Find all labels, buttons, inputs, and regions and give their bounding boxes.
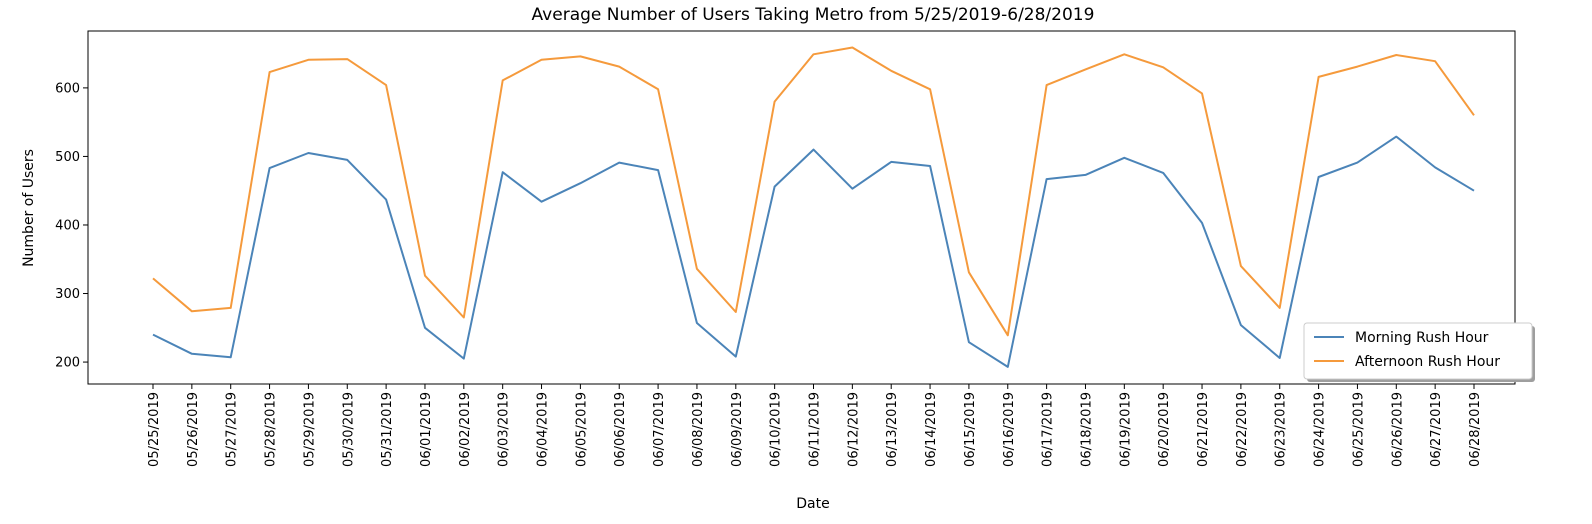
- x-tick-label: 06/28/2019: [1468, 392, 1483, 467]
- y-tick-label: 300: [55, 287, 80, 302]
- x-tick-label: 05/26/2019: [186, 392, 201, 467]
- x-tick-label: 06/18/2019: [1079, 392, 1094, 467]
- legend-label: Morning Rush Hour: [1355, 330, 1489, 346]
- series-layer: [152, 46, 1475, 368]
- x-tick-label: 06/12/2019: [846, 392, 861, 467]
- x-tick-label: 06/03/2019: [497, 392, 512, 467]
- x-tick-label: 06/15/2019: [963, 392, 978, 467]
- x-tick-label: 06/01/2019: [419, 392, 434, 467]
- x-tick-label: 05/25/2019: [147, 392, 162, 467]
- legend-items: Morning Rush Hour Afternoon Rush Hour: [1314, 330, 1500, 370]
- y-axis: 200 300 400 500 600: [55, 81, 88, 371]
- x-tick-label: 06/09/2019: [730, 392, 745, 467]
- y-tick-label: 600: [55, 81, 80, 96]
- y-tick-label: 500: [55, 150, 80, 165]
- x-tick-label: 06/21/2019: [1196, 392, 1211, 467]
- legend-box: [1303, 322, 1533, 380]
- x-tick-label: 06/26/2019: [1390, 392, 1405, 467]
- x-tick-label: 06/27/2019: [1429, 392, 1444, 467]
- x-tick-label: 06/06/2019: [613, 392, 628, 467]
- x-tick-label: 06/04/2019: [536, 392, 551, 467]
- x-tick-label: 06/17/2019: [1041, 392, 1056, 467]
- x-tick-label: 06/14/2019: [924, 392, 939, 467]
- legend: Morning Rush Hour Afternoon Rush Hour: [1303, 322, 1535, 382]
- x-tick-label: 05/31/2019: [380, 392, 395, 467]
- y-tick-label: 200: [55, 356, 80, 371]
- x-tick-label: 06/02/2019: [458, 392, 473, 467]
- x-tick-label: 06/05/2019: [574, 392, 589, 467]
- x-tick-label: 05/29/2019: [302, 392, 317, 467]
- x-tick-label: 05/30/2019: [341, 392, 356, 467]
- y-axis-label: Number of Users: [21, 149, 37, 267]
- x-tick-label: 06/11/2019: [808, 392, 823, 467]
- legend-label: Afternoon Rush Hour: [1355, 354, 1500, 370]
- series-line-afternoon-rush-hour: [152, 46, 1475, 337]
- x-tick-label: 05/27/2019: [225, 392, 240, 467]
- x-tick-label: 05/28/2019: [264, 392, 279, 467]
- chart-title: Average Number of Users Taking Metro fro…: [532, 5, 1095, 25]
- x-tick-label: 06/08/2019: [691, 392, 706, 467]
- x-tick-label: 06/16/2019: [1002, 392, 1017, 467]
- x-tick-label: 06/25/2019: [1351, 392, 1366, 467]
- x-tick-label: 06/13/2019: [885, 392, 900, 467]
- x-tick-label: 06/22/2019: [1235, 392, 1250, 467]
- series-line-morning-rush-hour: [152, 135, 1475, 368]
- x-tick-label: 06/10/2019: [769, 392, 784, 467]
- x-tick-label: 06/23/2019: [1274, 392, 1289, 467]
- x-tick-label: 06/07/2019: [652, 392, 667, 467]
- x-tick-label: 06/20/2019: [1157, 392, 1172, 467]
- x-axis-label: Date: [796, 496, 829, 512]
- x-tick-label: 06/19/2019: [1118, 392, 1133, 467]
- x-tick-label: 06/24/2019: [1313, 392, 1328, 467]
- x-axis: 05/25/2019 05/26/2019 05/27/2019 05/28/2019…: [147, 384, 1483, 467]
- y-tick-label: 400: [55, 218, 80, 233]
- plot-area-frame: [87, 30, 1516, 385]
